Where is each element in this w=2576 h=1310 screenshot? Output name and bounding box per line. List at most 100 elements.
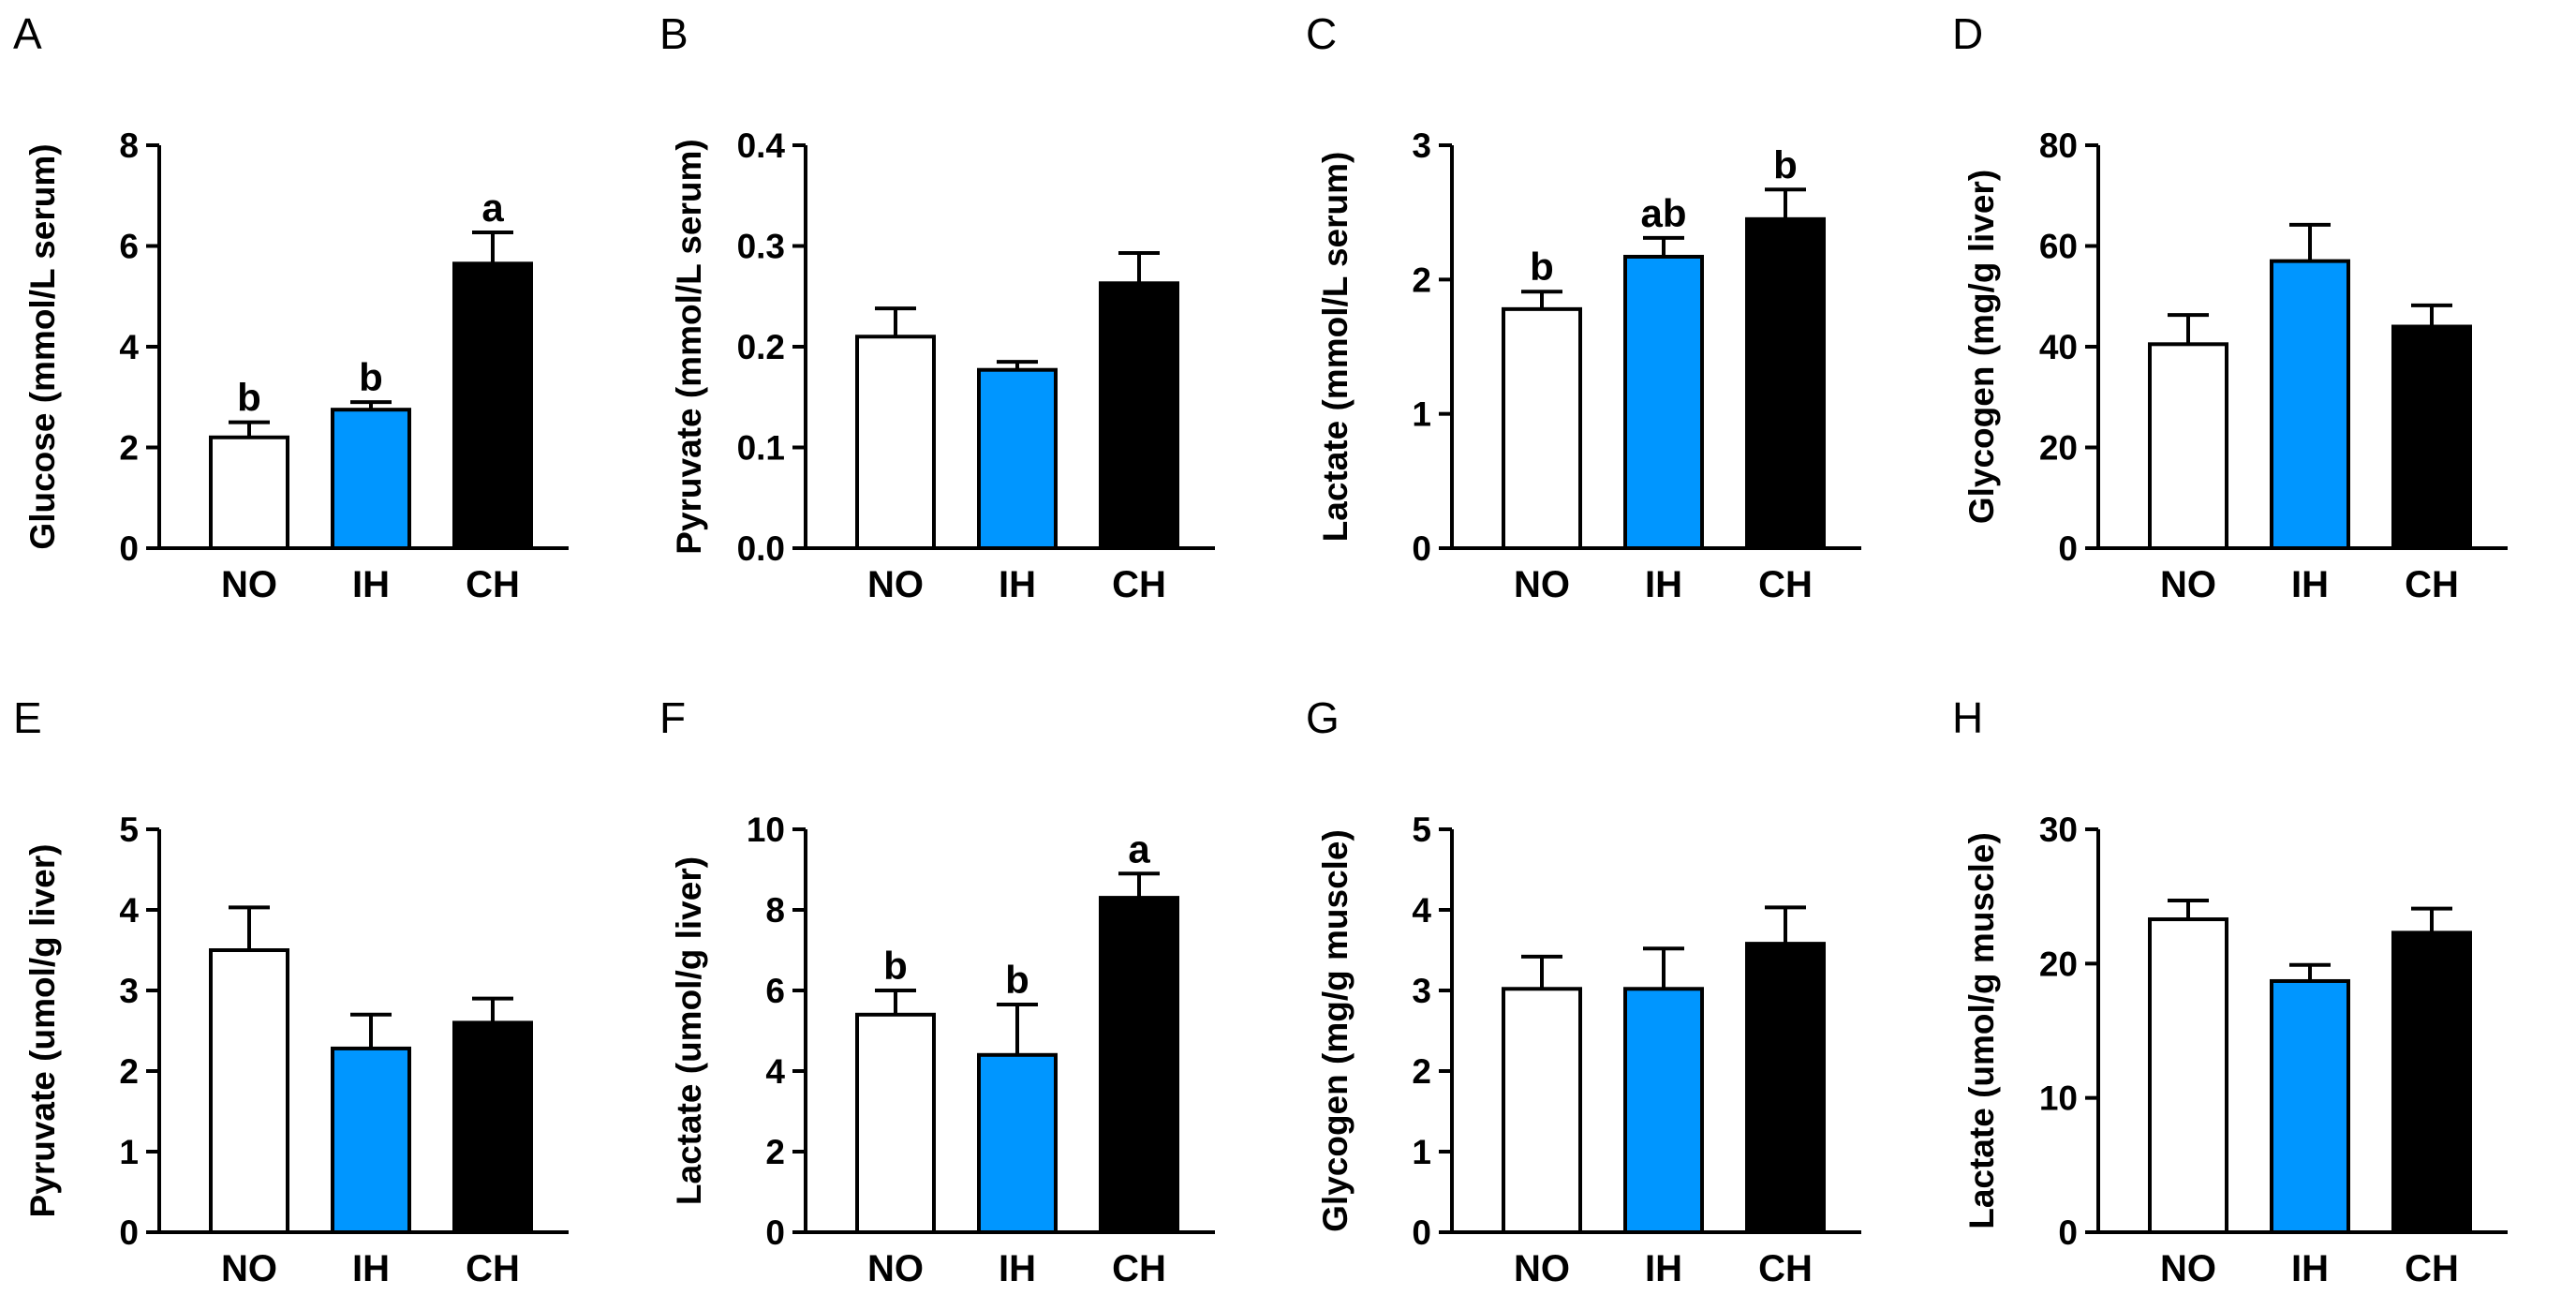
y-tick-label-b: 0.4 — [737, 127, 786, 165]
x-tick-label-a-ih: IH — [352, 564, 390, 605]
y-tick-label-h: 10 — [2039, 1079, 2078, 1118]
y-tick-label-g: 3 — [1412, 972, 1431, 1010]
y-tick-label-b: 0.2 — [737, 328, 785, 366]
y-tick-label-f: 4 — [765, 1052, 785, 1091]
panel-a: A 0 2 4 6 8 Glucose (mmol/L serum) NO b IH b CH a — [13, 9, 569, 605]
bar-b-ch — [1099, 281, 1179, 550]
significance-label-a-ch: a — [481, 186, 504, 230]
bar-b-no — [855, 335, 936, 550]
x-tick-label-b-ch: CH — [1112, 564, 1166, 605]
y-tick-label-a: 6 — [119, 228, 139, 266]
x-tick-label-d-ch: CH — [2405, 564, 2459, 605]
y-tick-label-b: 0.1 — [737, 429, 785, 468]
x-tick-label-e-ch: CH — [466, 1248, 520, 1289]
bar-b-ih — [977, 367, 1058, 550]
significance-label-f-ih: b — [1005, 958, 1029, 1002]
panel-g: G 0 1 2 3 4 5 Glycogen (mg/g muscle) NO IH CH — [1306, 693, 1861, 1289]
y-tick-label-g: 5 — [1412, 811, 1431, 849]
bar-g-ih — [1623, 987, 1704, 1235]
significance-label-f-no: b — [883, 944, 908, 988]
bar-c-ch — [1745, 216, 1826, 550]
bar-f-ch — [1099, 896, 1179, 1234]
x-tick-label-g-no: NO — [1514, 1248, 1570, 1289]
panel-letter-a: A — [13, 9, 42, 58]
y-tick-label-e: 0 — [119, 1213, 139, 1252]
bar-f-no — [855, 1012, 936, 1235]
bar-a-ch — [452, 261, 533, 550]
panel-letter-c: C — [1306, 9, 1337, 58]
x-tick-label-h-ih: IH — [2291, 1248, 2329, 1289]
significance-label-f-ch: a — [1128, 826, 1150, 871]
bar-h-ch — [2391, 930, 2472, 1234]
y-tick-label-f: 0 — [765, 1213, 785, 1252]
x-tick-label-h-ch: CH — [2405, 1248, 2459, 1289]
significance-label-c-ch: b — [1773, 142, 1798, 186]
bar-h-no — [2148, 917, 2228, 1234]
y-tick-label-h: 30 — [2039, 811, 2078, 849]
y-axis-title-g: Glycogen (mg/g muscle) — [1316, 829, 1355, 1232]
x-tick-label-a-no: NO — [221, 564, 277, 605]
y-tick-label-b: 0.0 — [737, 529, 785, 568]
bar-d-ih — [2270, 259, 2350, 550]
x-tick-label-d-no: NO — [2160, 564, 2216, 605]
y-tick-label-g: 4 — [1412, 891, 1431, 930]
bar-d-ch — [2391, 324, 2472, 550]
bar-f-ih — [977, 1052, 1058, 1235]
bar-d-no — [2148, 342, 2228, 550]
y-tick-label-g: 1 — [1412, 1133, 1431, 1171]
y-axis-title-f: Lactate (umol/g liver) — [670, 856, 708, 1205]
x-tick-label-f-ih: IH — [999, 1248, 1036, 1289]
y-tick-label-b: 0.3 — [737, 228, 785, 266]
y-tick-label-f: 2 — [765, 1133, 785, 1171]
y-tick-label-e: 1 — [119, 1133, 139, 1171]
significance-label-a-no: b — [237, 376, 261, 420]
y-tick-label-g: 0 — [1412, 1213, 1431, 1252]
y-axis-title-h: Lactate (umol/g muscle) — [1962, 832, 2001, 1229]
panel-letter-h: H — [1952, 693, 1983, 742]
y-tick-label-c: 0 — [1412, 529, 1431, 568]
y-tick-label-f: 10 — [747, 811, 785, 849]
panel-letter-e: E — [13, 693, 42, 742]
x-tick-label-b-ih: IH — [999, 564, 1036, 605]
y-tick-label-f: 6 — [765, 972, 785, 1010]
y-axis-title-b: Pyruvate (mmol/L serum) — [670, 139, 708, 554]
y-tick-label-d: 80 — [2039, 127, 2078, 165]
bar-g-no — [1502, 987, 1582, 1235]
y-tick-label-a: 0 — [119, 529, 139, 568]
significance-label-c-no: b — [1530, 245, 1554, 289]
x-tick-label-g-ih: IH — [1645, 1248, 1682, 1289]
y-tick-label-c: 3 — [1412, 127, 1431, 165]
x-tick-label-h-no: NO — [2160, 1248, 2216, 1289]
panel-letter-f: F — [659, 693, 686, 742]
y-tick-label-a: 4 — [119, 328, 139, 366]
y-tick-label-h: 20 — [2039, 945, 2078, 983]
panel-b: B 0.0 0.1 0.2 0.3 0.4 Pyruvate (mmol/L serum) N… — [659, 9, 1215, 605]
y-axis-title-c: Lactate (mmol/L serum) — [1316, 152, 1355, 543]
x-tick-label-e-no: NO — [221, 1248, 277, 1289]
y-tick-label-c: 1 — [1412, 395, 1431, 434]
y-tick-label-e: 2 — [119, 1052, 139, 1091]
x-tick-label-c-ih: IH — [1645, 564, 1682, 605]
panel-f: F 0 2 4 6 8 10 Lactate (umol/g liver) NO b IH b CH a — [659, 693, 1215, 1289]
x-tick-label-f-ch: CH — [1112, 1248, 1166, 1289]
bar-a-ih — [331, 408, 411, 550]
panel-letter-g: G — [1306, 693, 1340, 742]
y-tick-label-d: 40 — [2039, 328, 2078, 366]
panel-letter-d: D — [1952, 9, 1983, 58]
bar-e-no — [209, 948, 289, 1234]
significance-label-a-ih: b — [359, 355, 383, 399]
panel-d: D 0 20 40 60 80 Glycogen (mg/g liver) NO IH CH — [1952, 9, 2508, 605]
x-tick-label-e-ih: IH — [352, 1248, 390, 1289]
y-axis-title-a: Glucose (mmol/L serum) — [23, 143, 62, 549]
y-tick-label-g: 2 — [1412, 1052, 1431, 1091]
bar-h-ih — [2270, 978, 2350, 1234]
bar-e-ch — [452, 1020, 533, 1235]
x-tick-label-g-ch: CH — [1758, 1248, 1813, 1289]
x-tick-label-b-no: NO — [867, 564, 924, 605]
y-tick-label-e: 4 — [119, 891, 139, 930]
y-tick-label-a: 8 — [119, 127, 139, 165]
bar-a-no — [209, 435, 289, 550]
y-tick-label-d: 0 — [2058, 529, 2078, 568]
